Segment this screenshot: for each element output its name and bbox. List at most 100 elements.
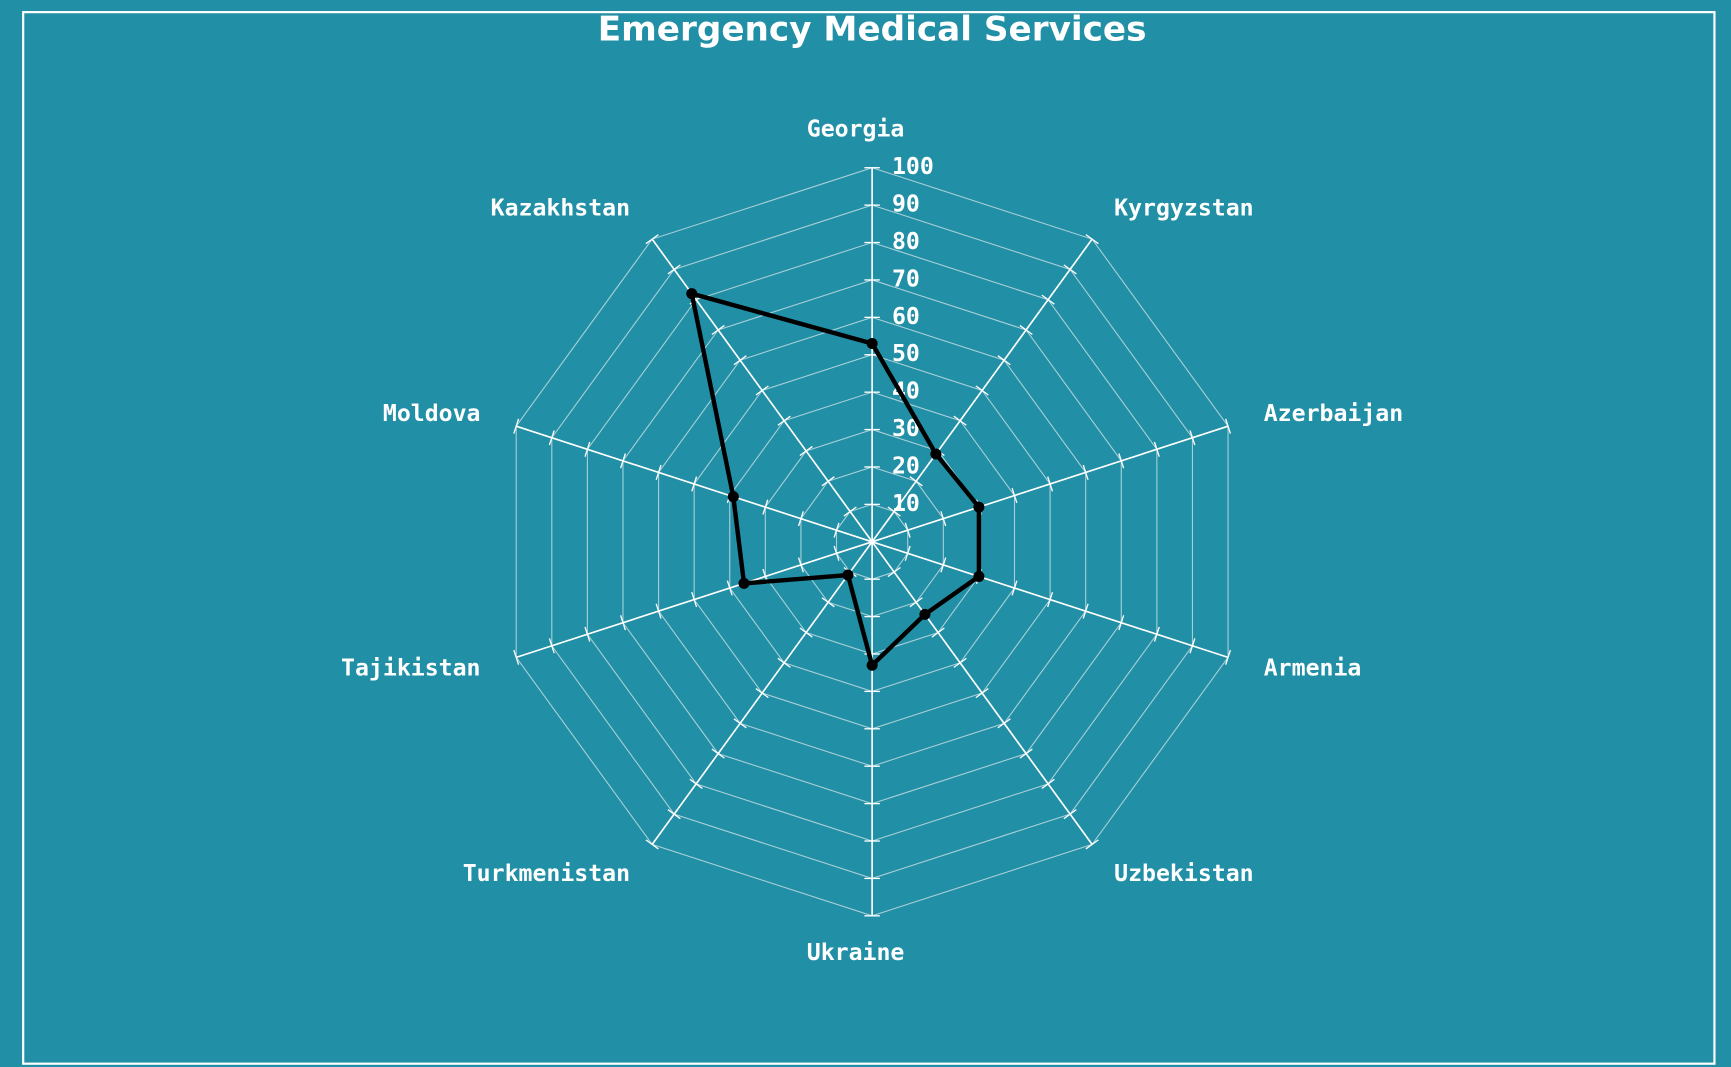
- tick-mark: [1019, 748, 1033, 759]
- tick-mark: [755, 385, 769, 396]
- data-point: [930, 448, 942, 460]
- data-point: [919, 608, 931, 620]
- data-point: [973, 501, 985, 513]
- tick-mark: [1041, 778, 1055, 789]
- category-label: Uzbekistan: [1114, 860, 1253, 887]
- tick-mark: [1063, 264, 1077, 275]
- tick-mark: [619, 453, 626, 469]
- category-label: Georgia: [807, 116, 905, 143]
- category-label: Azerbaijan: [1264, 400, 1403, 427]
- tick-mark: [733, 355, 747, 366]
- tick-mark: [777, 657, 791, 668]
- tick-mark: [1085, 234, 1099, 245]
- tick-mark: [975, 688, 989, 699]
- tick-mark: [887, 506, 901, 517]
- tick-mark: [1063, 809, 1077, 820]
- tick-mark: [940, 511, 947, 527]
- tick-mark: [655, 603, 662, 619]
- tick-mark: [1118, 453, 1125, 469]
- tick-mark: [689, 778, 703, 789]
- tick-mark: [691, 476, 698, 492]
- category-label: Kazakhstan: [491, 194, 630, 221]
- tick-mark: [799, 627, 813, 638]
- tick-mark: [1047, 476, 1054, 492]
- tick-mark: [711, 324, 725, 336]
- tick-mark: [711, 748, 725, 759]
- r-tick-label: 90: [892, 191, 920, 218]
- tick-mark: [777, 415, 791, 426]
- tick-mark: [1011, 487, 1018, 504]
- tick-mark: [584, 626, 591, 642]
- tick-mark: [997, 718, 1011, 729]
- tick-mark: [548, 638, 555, 654]
- category-label: Armenia: [1264, 654, 1362, 681]
- tick-mark: [548, 430, 555, 446]
- tick-mark: [797, 557, 804, 573]
- data-point: [727, 491, 739, 503]
- data-point: [842, 569, 854, 581]
- data-point: [973, 570, 985, 582]
- tick-mark: [655, 464, 662, 480]
- r-tick-label: 70: [892, 265, 920, 292]
- frame: [22, 11, 1716, 1065]
- tick-mark: [931, 627, 945, 638]
- data-point: [866, 659, 878, 671]
- tick-mark: [1019, 324, 1033, 336]
- tick-mark: [843, 506, 857, 517]
- tick-mark: [645, 234, 659, 245]
- tick-mark: [904, 545, 911, 561]
- tick-mark: [667, 264, 681, 275]
- tick-mark: [799, 445, 813, 457]
- tick-mark: [1118, 615, 1125, 631]
- category-label: Ukraine: [807, 939, 905, 966]
- r-tick-label: 50: [892, 340, 920, 367]
- data-point: [866, 338, 878, 350]
- chart-title: Emergency Medical Services: [598, 9, 1147, 49]
- r-tick-label: 100: [892, 153, 934, 180]
- tick-mark: [1047, 592, 1054, 608]
- tick-mark: [667, 809, 681, 820]
- tick-mark: [1153, 441, 1160, 457]
- tick-mark: [645, 839, 659, 850]
- tick-mark: [1082, 603, 1089, 619]
- data-point: [738, 577, 750, 589]
- tick-mark: [909, 597, 923, 608]
- r-tick-label: 80: [892, 228, 920, 255]
- tick-mark: [1225, 649, 1232, 665]
- tick-mark: [1189, 638, 1196, 654]
- tick-mark: [1085, 839, 1099, 850]
- tick-mark: [833, 522, 840, 538]
- tick-mark: [1041, 294, 1055, 305]
- tick-mark: [821, 476, 835, 487]
- tick-mark: [953, 657, 967, 668]
- tick-mark: [726, 580, 733, 596]
- tick-mark: [619, 615, 626, 631]
- category-label: Turkmenistan: [463, 860, 630, 887]
- tick-mark: [909, 476, 923, 487]
- tick-mark: [975, 385, 989, 396]
- tick-mark: [940, 557, 947, 573]
- tick-mark: [1011, 580, 1018, 596]
- tick-mark: [887, 566, 901, 578]
- tick-mark: [755, 688, 769, 699]
- tick-mark: [513, 649, 520, 665]
- r-tick-label: 20: [892, 452, 920, 479]
- data-point: [686, 288, 698, 300]
- category-label: Kyrgyzstan: [1114, 194, 1253, 221]
- r-tick-label: 60: [892, 303, 920, 330]
- tick-mark: [584, 441, 591, 457]
- tick-mark: [833, 545, 840, 561]
- tick-mark: [691, 592, 698, 608]
- category-label: Tajikistan: [341, 654, 480, 681]
- tick-mark: [1189, 430, 1196, 446]
- tick-mark: [1082, 464, 1089, 480]
- tick-mark: [821, 597, 835, 608]
- tick-mark: [513, 418, 520, 434]
- tick-mark: [733, 718, 747, 729]
- tick-mark: [1225, 418, 1232, 434]
- r-tick-label: 10: [892, 490, 920, 517]
- tick-mark: [997, 355, 1011, 366]
- tick-mark: [797, 511, 804, 527]
